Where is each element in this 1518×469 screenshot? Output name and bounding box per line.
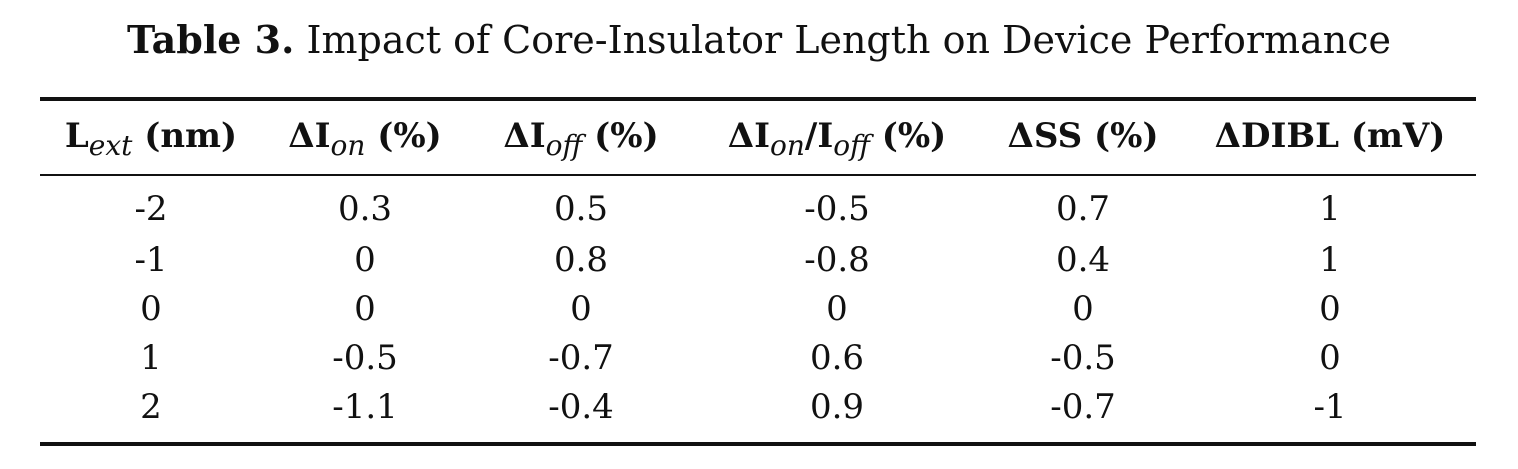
table-cell-lext: 1 bbox=[140, 338, 162, 378]
table-cell-delta-ss: -0.5 bbox=[1050, 338, 1116, 378]
table-cell-delta-ss: 0.7 bbox=[1055, 189, 1111, 229]
table-cell-delta-ioff: -0.4 bbox=[548, 387, 614, 427]
table-cell-delta-ion: 0.3 bbox=[337, 189, 393, 229]
table-cell-delta-ion-ioff: -0.8 bbox=[804, 240, 870, 280]
caption-text: Impact of Core-Insulator Length on Devic… bbox=[306, 18, 1391, 62]
table-cell-delta-ion-ioff: 0 bbox=[826, 289, 848, 329]
header-delta-ion-ioff: ΔIon/Ioff (%) bbox=[727, 116, 947, 162]
table-cell-delta-ion-ioff: -0.5 bbox=[804, 189, 870, 229]
table-cell-delta-dibl: 0 bbox=[1319, 338, 1341, 378]
table-cell-delta-dibl: -1 bbox=[1313, 387, 1347, 427]
table-cell-lext: -2 bbox=[134, 189, 168, 229]
top-rule bbox=[40, 97, 1476, 101]
table-cell-lext: 2 bbox=[140, 387, 162, 427]
table-cell-delta-ss: 0 bbox=[1072, 289, 1094, 329]
table-cell-delta-ion: -0.5 bbox=[332, 338, 398, 378]
bottom-rule bbox=[40, 442, 1476, 446]
table-cell-delta-ion-ioff: 0.6 bbox=[809, 338, 865, 378]
header-delta-ion: ΔIon (%) bbox=[288, 116, 442, 162]
header-lext: Lext (nm) bbox=[64, 116, 238, 162]
header-delta-ioff: ΔIoff (%) bbox=[503, 116, 659, 162]
table-cell-delta-ion: 0 bbox=[354, 240, 376, 280]
table-cell-delta-dibl: 1 bbox=[1319, 240, 1341, 280]
table-caption: Table 3. Impact of Core-Insulator Length… bbox=[0, 16, 1518, 64]
table-cell-delta-ioff: 0.8 bbox=[553, 240, 609, 280]
header-delta-dibl: ΔDIBL (mV) bbox=[1214, 116, 1446, 156]
header-rule bbox=[40, 174, 1476, 176]
table-cell-delta-ioff: -0.7 bbox=[548, 338, 614, 378]
table-cell-delta-ss: -0.7 bbox=[1050, 387, 1116, 427]
table-cell-delta-ss: 0.4 bbox=[1055, 240, 1111, 280]
table-cell-delta-ioff: 0 bbox=[570, 289, 592, 329]
table-cell-delta-ion-ioff: 0.9 bbox=[809, 387, 865, 427]
table-cell-delta-dibl: 1 bbox=[1319, 189, 1341, 229]
header-delta-ss: ΔSS (%) bbox=[1007, 116, 1159, 156]
table-cell-lext: -1 bbox=[134, 240, 168, 280]
table-cell-delta-ion: -1.1 bbox=[332, 387, 398, 427]
table-cell-lext: 0 bbox=[140, 289, 162, 329]
table-cell-delta-dibl: 0 bbox=[1319, 289, 1341, 329]
table-cell-delta-ioff: 0.5 bbox=[553, 189, 609, 229]
caption-label: Table 3. bbox=[127, 17, 295, 62]
table-cell-delta-ion: 0 bbox=[354, 289, 376, 329]
